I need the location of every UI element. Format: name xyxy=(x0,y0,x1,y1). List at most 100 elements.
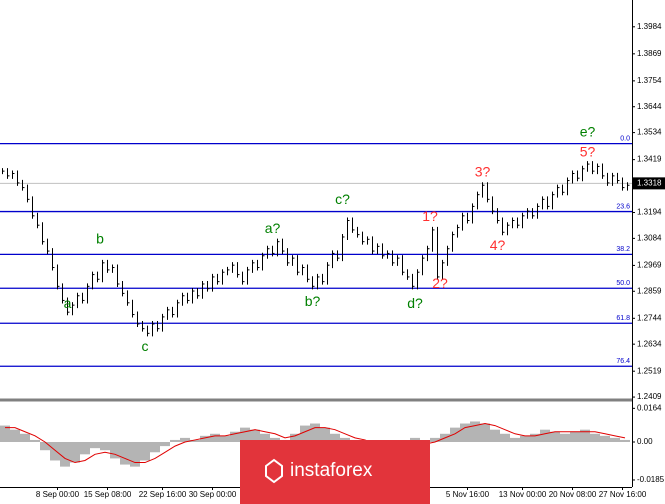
x-tick-label: 27 Nov 16:00 xyxy=(599,490,647,499)
fib-label: 61.8 xyxy=(616,315,630,322)
oscillator-bar xyxy=(240,427,250,442)
oscillator-bar xyxy=(210,433,220,442)
oscillator-bar xyxy=(170,439,180,442)
oscillator-bar xyxy=(480,423,490,442)
oscillator-bar xyxy=(330,433,340,442)
y-tick-label: 1.3644 xyxy=(637,102,662,111)
y-tick-label: 1.2519 xyxy=(637,366,662,375)
last-price-box xyxy=(633,177,665,190)
plot-layer: 1.3984 1.3869 1.3754 1.3644 1.3534 1.3419 1.31… xyxy=(0,22,665,499)
wave-label: a xyxy=(64,295,72,311)
watermark-icon xyxy=(265,458,283,484)
y-tick-label: 1.2744 xyxy=(637,313,662,322)
x-tick-label: 13 Nov 00:00 xyxy=(499,490,547,499)
osc-y-tick-label: 0.00 xyxy=(637,437,653,446)
fib-label: 76.4 xyxy=(616,358,630,365)
y-tick-label: 1.3534 xyxy=(637,128,662,137)
oscillator-bar xyxy=(180,437,190,442)
oscillator-bar xyxy=(50,442,60,461)
signal-line xyxy=(5,423,626,464)
oscillator-bar xyxy=(550,431,560,442)
fib-label: 23.6 xyxy=(616,203,630,210)
oscillator-bar xyxy=(620,439,630,442)
y-tick-label: 1.2634 xyxy=(637,339,662,348)
y-tick-label: 1.3419 xyxy=(637,155,662,164)
oscillator-bar xyxy=(230,431,240,442)
oscillator-bar xyxy=(200,435,210,442)
oscillator-bar xyxy=(590,433,600,442)
oscillator-bar xyxy=(80,442,90,455)
y-tick-label: 1.3869 xyxy=(637,49,662,58)
oscillator-bar xyxy=(140,442,150,461)
fib-label: 0.0 xyxy=(620,135,630,142)
wave-label: c? xyxy=(335,191,350,207)
fib-label: 50.0 xyxy=(616,280,630,287)
oscillator-bar xyxy=(250,429,260,442)
oscillator-bar xyxy=(560,433,570,442)
oscillator-bar xyxy=(290,433,300,442)
x-tick-label: 8 Sep 00:00 xyxy=(36,490,80,499)
wave-label: 4? xyxy=(490,237,506,253)
x-tick-label: 30 Sep 00:00 xyxy=(189,490,237,499)
oscillator-bar xyxy=(10,429,20,442)
watermark: instaforex xyxy=(240,440,430,504)
oscillator-bar xyxy=(310,423,320,442)
y-tick-label: 1.2859 xyxy=(637,286,662,295)
oscillator-bar xyxy=(580,429,590,442)
oscillator-bar xyxy=(520,435,530,442)
oscillator-bar xyxy=(320,427,330,442)
oscillator-bar xyxy=(260,433,270,442)
osc-y-tick-label: 0.0164 xyxy=(637,403,662,412)
oscillator-bar xyxy=(340,437,350,442)
wave-label: b xyxy=(96,230,104,246)
oscillator-bar xyxy=(130,442,140,467)
oscillator-bar xyxy=(110,442,120,459)
wave-label: 1? xyxy=(422,208,438,224)
oscillator-bar xyxy=(40,442,50,451)
y-tick-label: 1.3084 xyxy=(637,233,662,242)
oscillator-bar xyxy=(500,433,510,442)
wave-label: 3? xyxy=(475,163,491,179)
wave-label: c xyxy=(142,338,149,354)
oscillator-bar xyxy=(270,437,280,442)
x-tick-label: 22 Sep 16:00 xyxy=(139,490,187,499)
wave-label: 2? xyxy=(432,275,448,291)
oscillator-bar xyxy=(430,437,440,442)
watermark-box xyxy=(240,440,430,504)
osc-y-tick-label: -0.0185 xyxy=(637,475,665,484)
y-tick-label: 1.3754 xyxy=(637,76,662,85)
oscillator-bar xyxy=(450,427,460,442)
wave-label: 5? xyxy=(580,143,596,159)
x-tick-label: 5 Nov 16:00 xyxy=(446,490,490,499)
oscillator-bar xyxy=(570,431,580,442)
oscillator-bar xyxy=(490,429,500,442)
oscillator-bar xyxy=(120,442,130,465)
wave-label: b? xyxy=(305,293,321,309)
oscillator-bar xyxy=(0,425,10,442)
oscillator-bar xyxy=(610,437,620,442)
icon-shape xyxy=(265,458,283,484)
wave-label: e? xyxy=(580,123,596,139)
oscillator-bar xyxy=(510,437,520,442)
watermark-text: instaforex xyxy=(290,460,373,481)
oscillator-bar xyxy=(70,442,80,463)
oscillator-bar xyxy=(20,433,30,442)
y-tick-label: 1.2969 xyxy=(637,261,662,270)
fib-label: 38.2 xyxy=(616,246,630,253)
oscillator-bar xyxy=(60,442,70,467)
oscillator-bar xyxy=(220,435,230,442)
oscillator-bar xyxy=(300,425,310,442)
y-tick-label: 1.3984 xyxy=(637,22,662,31)
oscillator-bar xyxy=(160,442,170,447)
x-tick-label: 20 Nov 08:00 xyxy=(549,490,597,499)
wave-label: d? xyxy=(407,295,423,311)
oscillator-bar xyxy=(30,439,40,442)
y-tick-label: 1.2409 xyxy=(637,392,662,401)
oscillator-bar xyxy=(100,442,110,451)
oscillator-bar xyxy=(530,433,540,442)
oscillator-bar xyxy=(540,429,550,442)
x-tick-label: 15 Sep 08:00 xyxy=(84,490,132,499)
last-price-label: 1.3318 xyxy=(637,178,662,187)
